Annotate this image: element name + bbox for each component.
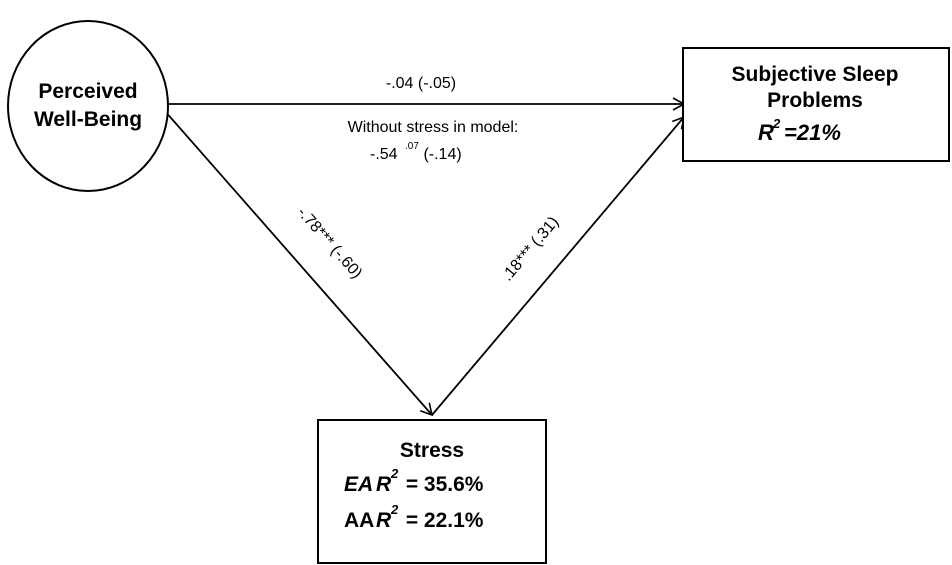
direct-path-coefficient: -.04 (-.05) — [386, 75, 456, 92]
sleep-label-line2: Problems — [767, 89, 863, 112]
stress-aa-value: = 22.1% — [400, 509, 484, 532]
node-stress: Stress EA R 2 = 35.6% AA R 2 = 22.1% — [317, 419, 547, 564]
wellbeing-label-line2: Well-Being — [34, 108, 142, 131]
without-stress-coefficient: -.54 .07 (-.14) — [370, 141, 462, 163]
node-perceived-wellbeing: Perceived Well-Being — [7, 20, 169, 192]
stress-aa-r: R — [376, 509, 392, 532]
wellbeing-label-line1: Perceived — [38, 80, 137, 103]
sleep-r2-exponent: 2 — [772, 116, 781, 131]
stress-title: Stress — [400, 439, 464, 462]
stress-ea-value: = 35.6% — [400, 473, 484, 496]
wellbeing-ellipse — [7, 20, 169, 192]
stress-to-sleep-coefficient: .18*** (.31) — [499, 214, 563, 285]
arrow-stress-to-sleep — [431, 115, 686, 416]
stress-aa-label: AA — [344, 509, 374, 532]
node-sleep-problems: Subjective Sleep Problems R 2 =21% — [682, 47, 950, 162]
sleep-box — [682, 47, 950, 162]
without-stress-coef-value: -.54 — [370, 146, 398, 163]
sleep-r2-letter: R — [758, 120, 774, 145]
stress-ea-r: R — [376, 473, 392, 496]
stress-ea-label: EA — [344, 473, 373, 496]
stress-ea-exponent: 2 — [390, 466, 399, 481]
without-stress-coef-standardized: (-.14) — [419, 146, 462, 163]
sleep-label-line1: Subjective Sleep — [732, 63, 899, 86]
stress-aa-exponent: 2 — [390, 502, 399, 517]
without-stress-label: Without stress in model: — [348, 119, 519, 136]
stress-box — [317, 419, 547, 564]
sleep-r2-value: =21% — [784, 120, 841, 145]
without-stress-coef-superscript: .07 — [405, 141, 419, 152]
arrow-wellbeing-to-stress — [163, 109, 434, 417]
